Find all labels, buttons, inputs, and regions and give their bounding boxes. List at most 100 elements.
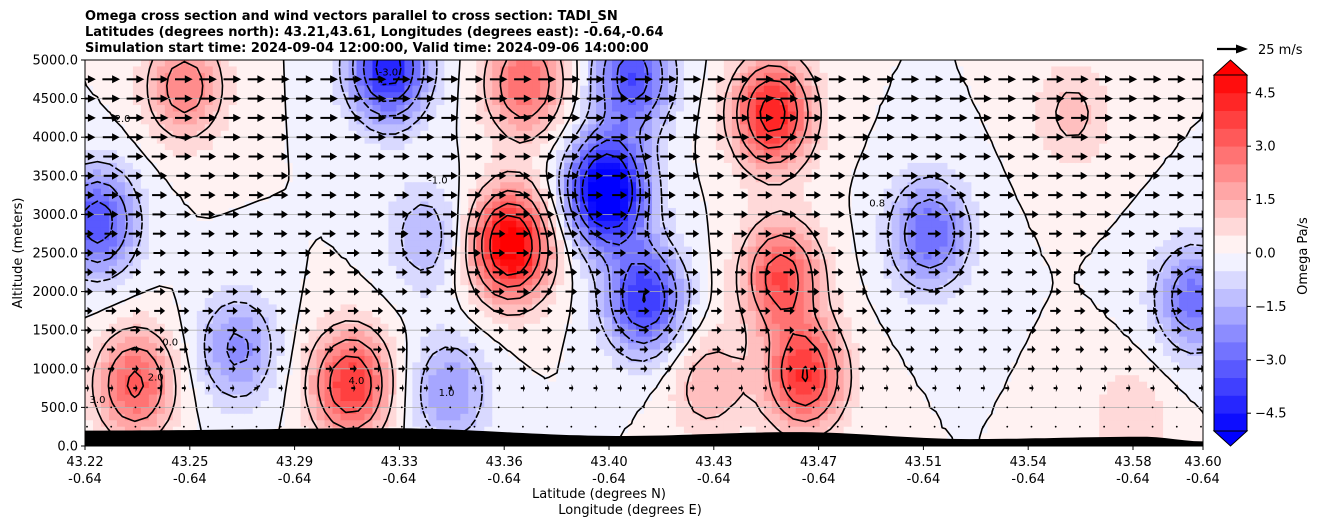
wind-vector	[756, 113, 774, 122]
wind-vector	[472, 384, 477, 393]
wind-vector	[836, 406, 839, 409]
wind-vector	[1172, 345, 1181, 354]
wind-vector	[321, 171, 337, 180]
wind-vector	[1023, 133, 1040, 142]
wind-vector	[328, 425, 331, 428]
wind-vector	[710, 287, 723, 296]
wind-vector	[231, 425, 234, 428]
wind-vector	[421, 345, 431, 354]
wind-vector	[372, 326, 383, 335]
wind-vector	[345, 191, 361, 200]
wind-vector	[1096, 152, 1113, 161]
wind-vector	[974, 75, 992, 84]
wind-vector	[1119, 94, 1138, 103]
wind-vector	[954, 345, 963, 354]
y-axis-ticks: 0.0 500.0 1000.0 1500.0 2000.0 2500.0 3000.0 35…	[33, 54, 85, 455]
quiver-key: 25 m/s	[1217, 43, 1303, 58]
wind-vector	[320, 75, 338, 84]
wind-vector	[175, 94, 193, 103]
wind-vector	[231, 406, 234, 409]
wind-vector	[469, 326, 480, 335]
wind-vector	[346, 210, 361, 219]
wind-vector	[133, 384, 138, 393]
wind-vector	[396, 306, 408, 315]
wind-vector	[812, 406, 815, 409]
wind-vector	[473, 425, 476, 428]
wind-vector	[687, 326, 698, 335]
wind-vector	[150, 75, 169, 84]
wind-vector	[297, 210, 313, 219]
wind-vector	[828, 75, 847, 84]
wind-vector	[661, 249, 675, 257]
wind-vector	[855, 229, 869, 238]
wind-vector	[999, 171, 1015, 180]
wind-vector	[249, 229, 264, 238]
wind-vector	[323, 287, 336, 296]
x-tick-longitude: -0.64	[1011, 472, 1045, 487]
wind-vector	[877, 75, 895, 84]
wind-vector	[613, 249, 627, 257]
wind-vector	[277, 364, 285, 373]
wind-vector	[297, 171, 313, 180]
wind-vector	[806, 191, 822, 200]
wind-vector	[471, 364, 478, 373]
wind-vector	[517, 287, 529, 296]
wind-vector	[952, 268, 965, 277]
wind-vector	[903, 229, 918, 238]
wind-vector	[806, 210, 821, 219]
wind-vector	[925, 94, 944, 103]
wind-vector	[152, 191, 168, 200]
wind-vector	[275, 306, 287, 315]
wind-vector	[107, 364, 115, 373]
wind-vector	[249, 171, 265, 180]
wind-vector	[1171, 306, 1183, 315]
wind-vector	[587, 133, 604, 142]
wind-vector	[130, 306, 141, 315]
wind-vector	[102, 113, 120, 122]
wind-vector	[859, 384, 865, 393]
wind-vector	[861, 406, 863, 409]
wind-vector	[562, 113, 581, 122]
wind-vector	[153, 268, 166, 277]
wind-vector	[974, 133, 992, 142]
wind-vector	[469, 306, 480, 315]
wind-vector	[1072, 171, 1088, 180]
wind-vector	[1122, 249, 1135, 257]
wind-vector	[613, 268, 626, 277]
wind-vector	[514, 75, 532, 84]
wind-vector	[466, 191, 482, 200]
wind-vector	[224, 171, 240, 180]
wind-vector	[1054, 406, 1057, 409]
wind-vector	[756, 75, 774, 84]
wind-vector	[349, 345, 358, 354]
wind-vector	[466, 171, 482, 180]
wind-vector	[635, 75, 653, 84]
wind-vector	[1024, 229, 1039, 238]
wind-vector	[785, 364, 793, 373]
wind-vector	[684, 152, 701, 161]
wind-vector	[927, 171, 943, 180]
wind-vector	[709, 171, 725, 180]
wind-vector	[804, 113, 823, 122]
wind-vector	[374, 364, 381, 373]
wind-vector	[1075, 345, 1085, 354]
wind-vector	[546, 425, 549, 428]
wind-vector	[686, 249, 699, 257]
wind-vector	[489, 113, 508, 122]
wind-vector	[1145, 229, 1160, 238]
wind-vector	[759, 287, 771, 296]
wind-vector	[175, 75, 193, 84]
wind-vector	[589, 287, 602, 296]
wind-vector	[178, 287, 190, 296]
wind-vector	[1170, 268, 1183, 277]
wind-vector	[176, 171, 192, 180]
terrain-silhouette	[85, 428, 1203, 446]
wind-vector	[999, 152, 1016, 161]
wind-vector	[128, 210, 143, 219]
wind-vector	[856, 287, 868, 296]
wind-vector	[201, 249, 215, 257]
wind-vector	[417, 133, 435, 142]
wind-vector	[393, 133, 411, 142]
wind-vector	[1047, 152, 1064, 161]
wind-vector	[276, 345, 285, 354]
